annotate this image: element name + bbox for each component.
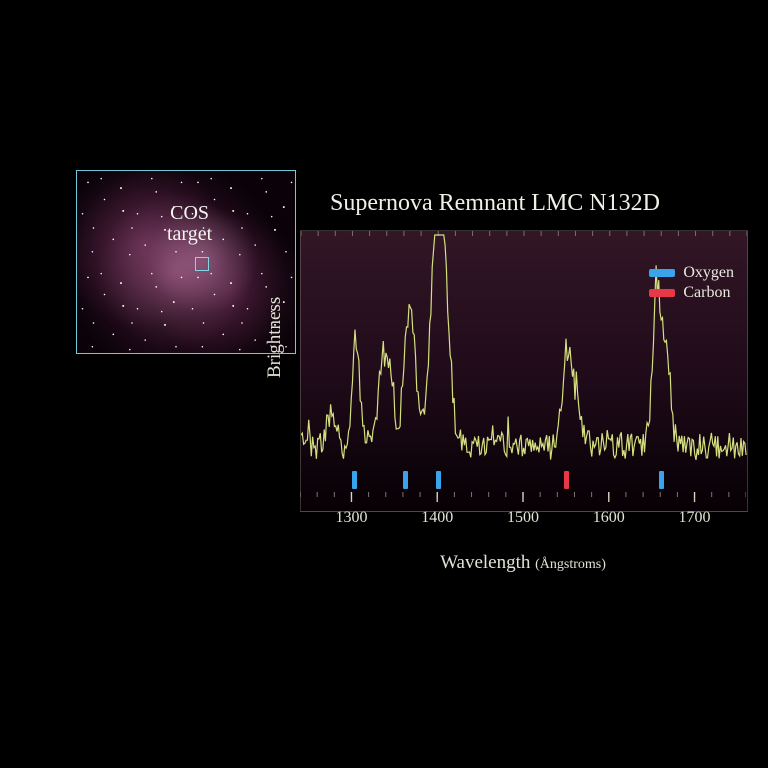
marker-oxygen-1362	[403, 471, 408, 489]
marker-carbon-1550	[564, 471, 569, 489]
top-tick-marks	[301, 231, 747, 236]
x-tick-label-1500: 1500	[507, 509, 539, 526]
legend: Oxygen Carbon	[649, 264, 734, 304]
x-tick-label-1300: 1300	[335, 509, 367, 526]
cos-target-label-line1: COS	[170, 202, 209, 224]
cos-target-label-line2: target	[167, 223, 212, 245]
legend-swatch-carbon	[649, 289, 675, 297]
legend-swatch-oxygen	[649, 269, 675, 277]
x-axis-label: Wavelength (Ångstroms)	[300, 552, 746, 574]
marker-oxygen-1400	[436, 471, 441, 489]
legend-item-carbon: Carbon	[649, 284, 734, 302]
legend-item-oxygen: Oxygen	[649, 264, 734, 282]
legend-label-oxygen: Oxygen	[683, 264, 734, 282]
inset-photo: COS target	[76, 170, 296, 354]
cos-target-box	[195, 257, 209, 271]
legend-label-carbon: Carbon	[683, 284, 730, 302]
x-tick-label-1600: 1600	[593, 509, 625, 526]
starfield	[77, 171, 295, 353]
marker-oxygen-1302	[352, 471, 357, 489]
marker-oxygen-1660	[659, 471, 664, 489]
x-tick-label-1400: 1400	[421, 509, 453, 526]
x-axis-units: (Ångstroms)	[535, 557, 606, 572]
y-axis-label: Brightness	[264, 297, 286, 378]
x-tick-label-1700: 1700	[679, 509, 711, 526]
chart-title: Supernova Remnant LMC N132D	[330, 190, 660, 217]
cos-target-label: COS target	[167, 203, 212, 245]
x-axis-label-text: Wavelength	[440, 552, 530, 573]
